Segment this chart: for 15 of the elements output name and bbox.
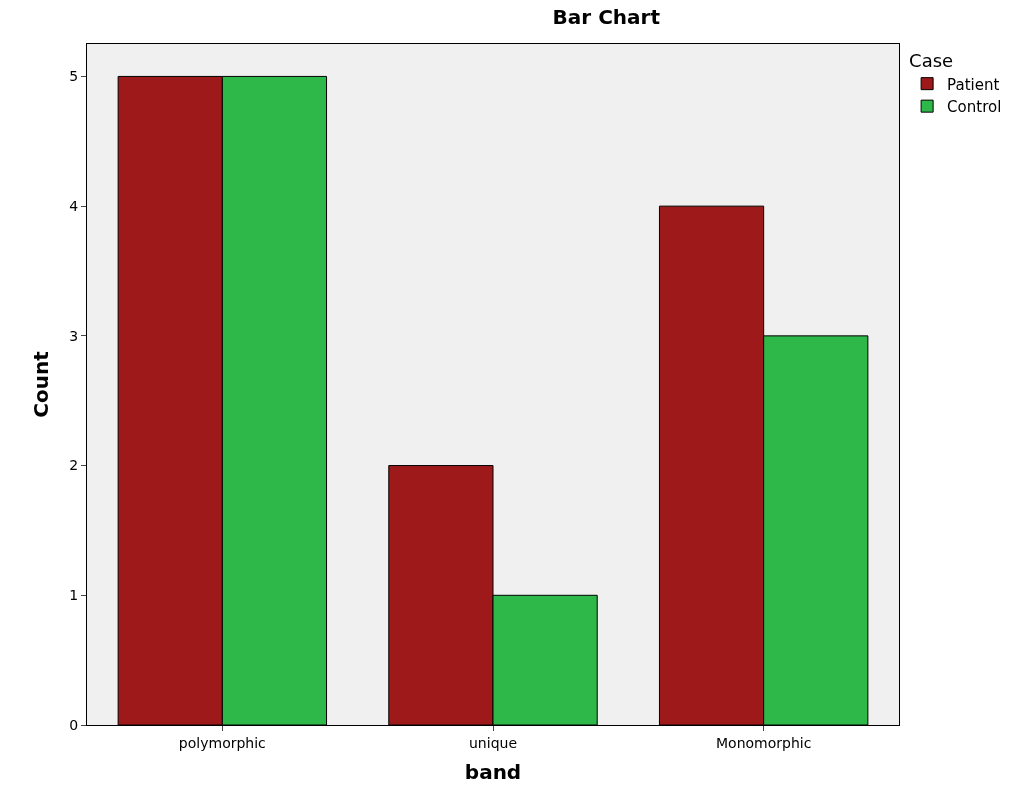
legend-label: Patient xyxy=(947,75,1000,94)
y-tick-label: 5 xyxy=(69,68,79,85)
y-tick-label: 4 xyxy=(69,198,79,215)
y-axis-title: Count xyxy=(28,350,53,418)
x-tick-label: unique xyxy=(468,734,518,751)
legend-label: Control xyxy=(947,98,1002,116)
y-tick-label: 3 xyxy=(69,327,79,344)
y-tick-label: 0 xyxy=(69,716,79,733)
y-tick-label: 2 xyxy=(69,457,79,474)
x-tick-label: polymorphic xyxy=(178,734,266,751)
chart-title: Bar Chart xyxy=(552,5,661,29)
y-tick-label: 1 xyxy=(69,587,79,604)
legend-title: Case xyxy=(909,50,954,72)
x-axis-title: band xyxy=(464,760,522,785)
x-tick-label: Monomorphic xyxy=(715,734,812,751)
